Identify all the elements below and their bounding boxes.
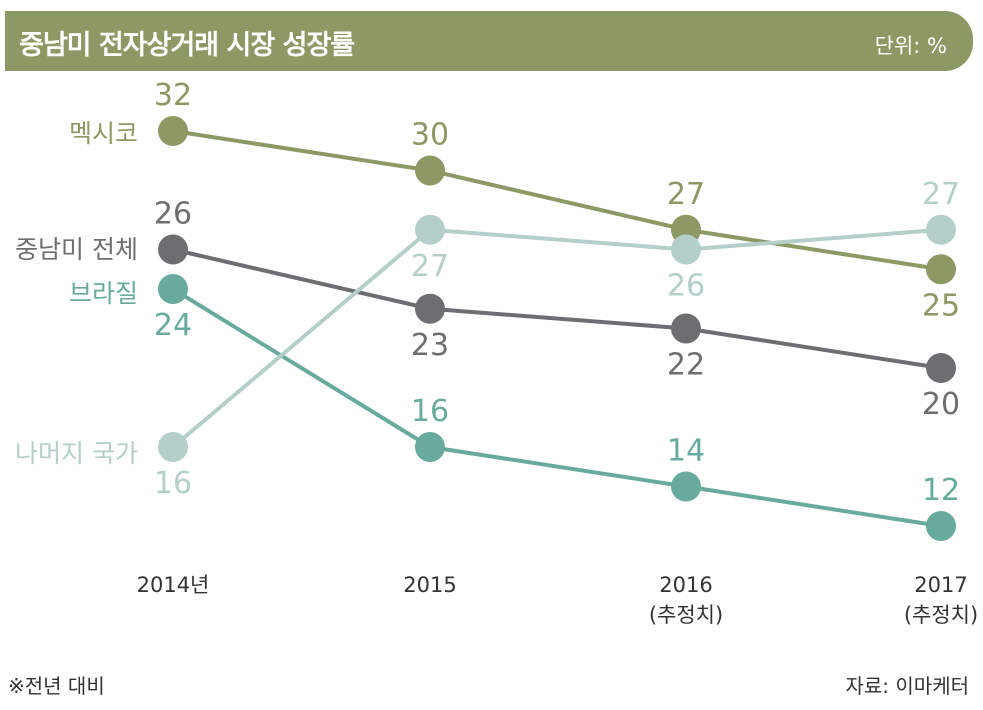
x-tick-label: 2015: [403, 573, 456, 597]
x-tick-sublabel: (추정치): [649, 603, 723, 627]
unit-label: 단위: %: [874, 34, 947, 58]
data-point: [671, 471, 701, 502]
data-point: [158, 274, 188, 304]
data-point: [926, 511, 956, 541]
series-name-label: 멕시코: [69, 119, 138, 148]
data-point: [926, 214, 956, 245]
series-name-label: 브라질: [69, 279, 138, 308]
x-tick-label: 2017: [914, 573, 967, 597]
series-line-1: [172, 247, 942, 370]
title-bar: 중남미 전자상거래 시장 성장률 단위: %: [5, 11, 973, 71]
data-label: 20: [922, 387, 960, 422]
data-point: [158, 234, 188, 265]
data-point: [671, 234, 701, 265]
data-label: 27: [411, 249, 449, 284]
data-label: 26: [154, 197, 192, 232]
data-label: 27: [667, 177, 705, 212]
x-tick-sublabel: (추정치): [904, 603, 978, 627]
x-tick-label: 2014년: [137, 573, 210, 597]
chart-title: 중남미 전자상거래 시장 성장률: [19, 30, 355, 61]
line-chart: 32 30 27 25 멕시코 26 23 22 20 중남미 전체 24 16 14 12 브라질 16 27…: [15, 78, 978, 627]
data-label: 22: [667, 348, 705, 383]
data-label: 12: [922, 473, 960, 508]
data-point: [415, 432, 445, 462]
data-label: 26: [667, 269, 705, 304]
series-line-2: [171, 287, 942, 528]
x-tick-label: 2016: [659, 573, 712, 597]
data-point: [926, 353, 956, 383]
series-name-label: 나머지 국가: [15, 439, 138, 468]
data-label: 16: [154, 466, 192, 501]
data-point: [415, 155, 445, 186]
source-label: 자료: 이마케터: [845, 674, 970, 698]
data-label: 14: [667, 434, 705, 469]
footnote: ※전년 대비: [8, 674, 105, 698]
data-label: 25: [922, 288, 960, 323]
data-point: [671, 313, 701, 344]
data-label: 24: [154, 308, 192, 343]
data-label: 32: [154, 78, 192, 113]
data-label: 30: [411, 118, 449, 153]
series-line-3: [171, 227, 942, 449]
data-label: 27: [922, 177, 960, 212]
data-point: [415, 214, 445, 245]
data-point: [158, 432, 188, 462]
series-name-label: 중남미 전체: [15, 235, 138, 264]
data-point: [926, 254, 956, 285]
data-label: 23: [411, 328, 449, 363]
data-label: 16: [411, 394, 449, 429]
data-point: [415, 293, 445, 324]
data-point: [158, 116, 188, 146]
series-line-0: [172, 129, 942, 272]
